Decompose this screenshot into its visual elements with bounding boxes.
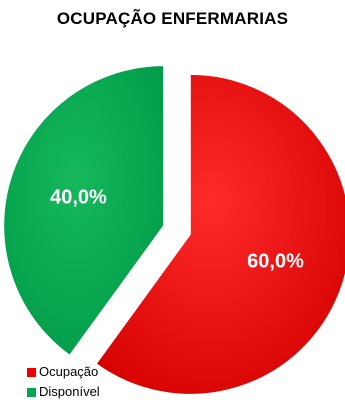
- legend-item-disponivel: Disponível: [27, 382, 100, 402]
- legend-swatch-ocupacao: [27, 367, 36, 377]
- legend-swatch-disponivel: [27, 387, 36, 397]
- pie-slice-ocupacao: [95, 73, 345, 395]
- legend-label-ocupacao: Ocupação: [39, 364, 99, 379]
- pie-slice-disponivel: [3, 65, 165, 356]
- chart-title: OCUPAÇÃO ENFERMARIAS: [56, 9, 289, 28]
- legend-item-ocupacao: Ocupação: [27, 362, 100, 382]
- data-label-ocupacao: 60,0%: [247, 250, 304, 272]
- legend-label-disponivel: Disponível: [39, 384, 100, 399]
- legend: Ocupação Disponível: [27, 362, 100, 402]
- data-label-disponivel: 40,0%: [50, 186, 107, 208]
